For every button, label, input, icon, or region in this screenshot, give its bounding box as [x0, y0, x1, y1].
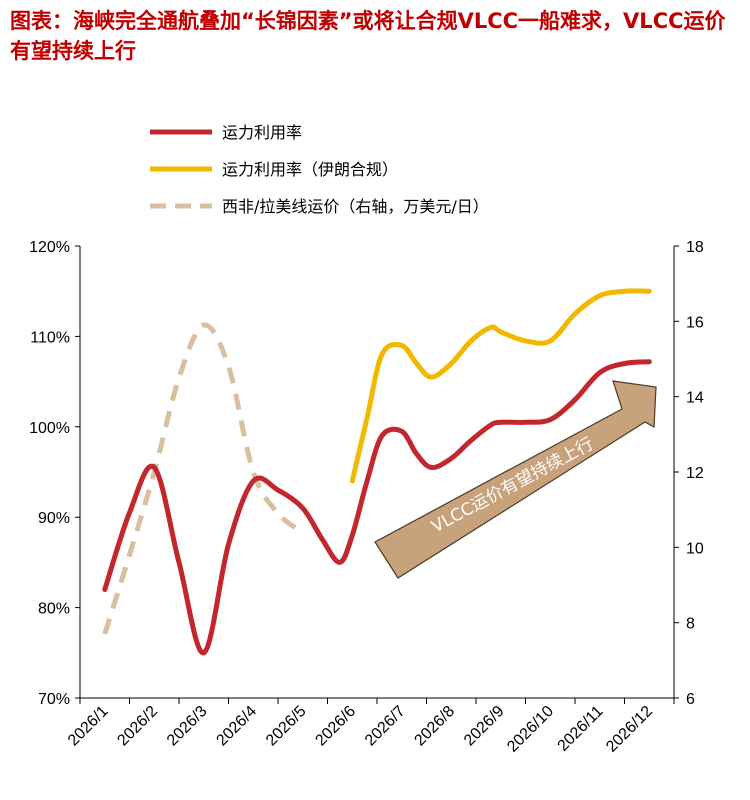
series-line-1 [102, 359, 652, 656]
y-right-tick-label: 10 [686, 540, 704, 557]
x-tick-label: 2026/8 [411, 703, 458, 750]
annotation-arrow-shape [374, 380, 657, 579]
y-left-tick-label: 110% [30, 329, 70, 346]
x-tick-label: 2026/3 [164, 703, 211, 750]
y-right-tick-label: 18 [686, 239, 704, 256]
x-tick-label: 2026/4 [213, 703, 260, 750]
y-right-tick-label: 8 [686, 616, 695, 633]
legend-label-1: 运力利用率 [222, 123, 302, 142]
chart-title: 图表：海峡完全通航叠加“长锦因素”或将让合规VLCC一船难求，VLCC运价有望持… [10, 9, 726, 63]
legend-label-3: 西非/拉美线运价（右轴，万美元/日） [222, 197, 489, 216]
y-left-tick-label: 70% [38, 691, 70, 708]
x-tick-label: 2026/6 [312, 703, 359, 750]
y-right-tick-label: 14 [686, 390, 704, 407]
series-line-2 [349, 288, 652, 484]
x-tick-label: 2026/9 [461, 703, 508, 750]
x-tick-label: 2026/10 [504, 703, 557, 756]
x-tick-label: 2026/7 [362, 703, 409, 750]
y-left-tick-label: 100% [29, 420, 70, 437]
legend-label-2: 运力利用率（伊朗合规） [222, 160, 398, 179]
series-line-3 [102, 322, 305, 635]
x-tick-label: 2026/11 [554, 703, 606, 755]
y-right-tick-label: 6 [686, 691, 695, 708]
annotation-arrow-text: VLCC运价有望持续上行 [428, 434, 597, 537]
x-tick-label: 2026/2 [114, 703, 161, 750]
x-tick-label: 2026/1 [65, 703, 112, 750]
x-tick-label: 2026/5 [263, 703, 310, 750]
x-tick-label: 2026/12 [603, 703, 656, 756]
y-right-tick-label: 12 [686, 465, 704, 482]
y-left-tick-label: 90% [38, 510, 70, 527]
chart-series [102, 288, 652, 656]
y-right-tick-label: 16 [686, 314, 704, 331]
trend-arrow-annotation: VLCC运价有望持续上行 [374, 380, 657, 579]
y-left-tick-label: 120% [29, 239, 70, 256]
y-left-tick-label: 80% [38, 601, 70, 618]
